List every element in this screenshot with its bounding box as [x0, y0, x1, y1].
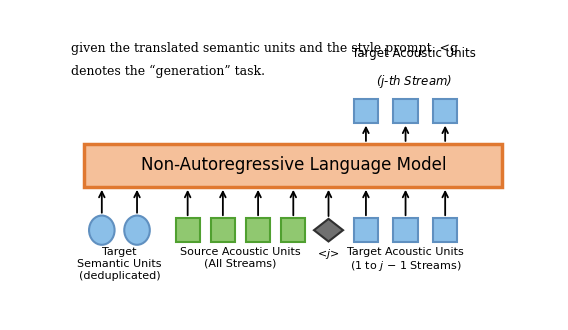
FancyBboxPatch shape [354, 218, 378, 242]
FancyBboxPatch shape [84, 144, 502, 187]
FancyBboxPatch shape [354, 99, 378, 123]
FancyBboxPatch shape [211, 218, 235, 242]
Text: Non-Autoregressive Language Model: Non-Autoregressive Language Model [140, 156, 446, 174]
Text: <$j$>: <$j$> [318, 247, 340, 261]
FancyBboxPatch shape [176, 218, 200, 242]
Text: given the translated semantic units and the style prompt. <g: given the translated semantic units and … [71, 42, 458, 55]
Text: ($j$-th Stream): ($j$-th Stream) [377, 73, 452, 90]
FancyBboxPatch shape [394, 218, 417, 242]
FancyBboxPatch shape [433, 99, 457, 123]
FancyBboxPatch shape [433, 218, 457, 242]
Polygon shape [314, 219, 343, 242]
Text: denotes the “generation” task.: denotes the “generation” task. [71, 65, 265, 78]
FancyBboxPatch shape [281, 218, 306, 242]
Text: Target Acoustic Units
(1 to $j$ − 1 Streams): Target Acoustic Units (1 to $j$ − 1 Stre… [347, 247, 464, 273]
Text: Source Acoustic Units
(All Streams): Source Acoustic Units (All Streams) [180, 247, 301, 269]
Ellipse shape [89, 215, 115, 245]
FancyBboxPatch shape [394, 99, 417, 123]
Ellipse shape [124, 215, 150, 245]
Text: Target Acoustic Units: Target Acoustic Units [352, 47, 477, 60]
FancyBboxPatch shape [246, 218, 270, 242]
Text: Target
Semantic Units
(deduplicated): Target Semantic Units (deduplicated) [77, 247, 162, 280]
